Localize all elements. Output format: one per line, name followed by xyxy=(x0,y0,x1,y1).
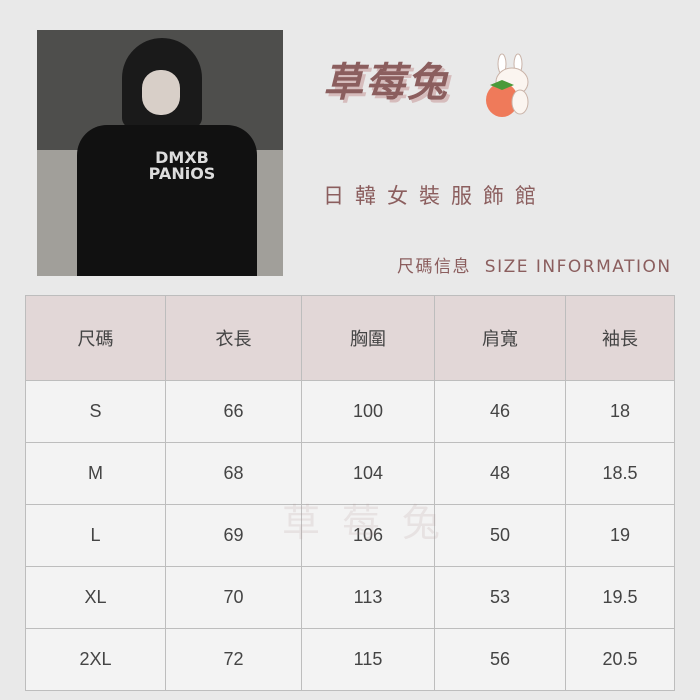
table-cell: 106 xyxy=(301,504,435,567)
table-cell: XL xyxy=(25,566,166,629)
table-header-row: 尺碼 衣長 胸圍 肩寬 袖長 xyxy=(25,295,675,381)
table-cell: 50 xyxy=(434,504,566,567)
table-cell: 113 xyxy=(301,566,435,629)
product-photo: DMXB PANiOS xyxy=(37,30,283,276)
table-cell: L xyxy=(25,504,166,567)
watermark: 草莓兔 xyxy=(282,501,463,545)
header-size: 尺碼 xyxy=(25,295,166,381)
header-sleeve: 袖長 xyxy=(565,295,675,381)
shop-tagline: 日韓女裝服飾館 xyxy=(323,184,547,208)
table-cell: 72 xyxy=(165,628,302,691)
table-row: 2XL 72 115 56 20.5 xyxy=(25,628,675,691)
brand-name: 草莓兔 xyxy=(323,60,449,106)
table-cell: 100 xyxy=(301,380,435,443)
table-cell: 66 xyxy=(165,380,302,443)
strawberry-bunny-icon xyxy=(486,53,529,117)
table-row: S 66 100 46 18 xyxy=(25,380,675,443)
header-chest: 胸圍 xyxy=(301,295,435,381)
table-row: L 69 106 50 19 xyxy=(25,504,675,567)
table-cell: 70 xyxy=(165,566,302,629)
table-cell: 104 xyxy=(301,442,435,505)
table-cell: M xyxy=(25,442,166,505)
table-row: XL 70 113 53 19.5 xyxy=(25,566,675,629)
table-cell: 18 xyxy=(565,380,675,443)
table-cell: 115 xyxy=(301,628,435,691)
table-cell: S xyxy=(25,380,166,443)
table-cell: 18.5 xyxy=(565,442,675,505)
table-cell: 20.5 xyxy=(565,628,675,691)
table-cell: 68 xyxy=(165,442,302,505)
table-cell: 69 xyxy=(165,504,302,567)
table-cell: 56 xyxy=(434,628,566,691)
table-cell: 2XL xyxy=(25,628,166,691)
table-row: M 68 104 48 18.5 xyxy=(25,442,675,505)
table-cell: 19.5 xyxy=(565,566,675,629)
table-cell: 53 xyxy=(434,566,566,629)
size-table: 尺碼 衣長 胸圍 肩寬 袖長 S 66 100 46 18 M 68 104 48 18.5 L 69… xyxy=(25,295,675,691)
section-title: 尺碼信息 SIZE INFORMATION xyxy=(397,257,672,277)
table-cell: 46 xyxy=(434,380,566,443)
header-shoulder: 肩寬 xyxy=(434,295,566,381)
shirt-print: DMXB PANiOS xyxy=(148,148,216,183)
table-cell: 19 xyxy=(565,504,675,567)
header-length: 衣長 xyxy=(165,295,302,381)
